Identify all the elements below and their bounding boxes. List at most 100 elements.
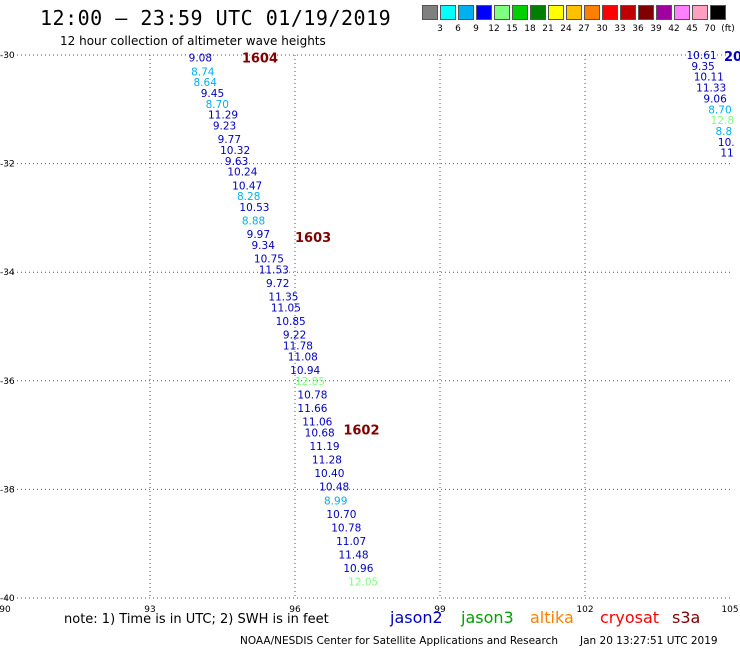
swh-value: 9.77 xyxy=(218,134,241,146)
legend-altika: altika xyxy=(530,608,574,627)
lat-tick-label: -38 xyxy=(0,485,15,495)
lat-tick-label: -34 xyxy=(0,268,15,278)
legend-jason2: jason2 xyxy=(390,608,443,627)
pass-number-label: 1603 xyxy=(295,231,331,246)
lon-tick-label: 93 xyxy=(144,605,155,615)
scale-label: 15 xyxy=(506,24,518,34)
swh-value: 10.40 xyxy=(314,468,344,480)
swh-value: 12.85 xyxy=(295,376,325,388)
scale-swatch xyxy=(638,5,654,20)
swh-value: 8.64 xyxy=(194,77,218,89)
swh-value: 10.53 xyxy=(239,202,269,214)
swh-value: 11.48 xyxy=(339,550,369,562)
swh-value: 10.61 xyxy=(687,50,717,62)
swh-value: 8.70 xyxy=(206,99,229,111)
swh-value: 10.32 xyxy=(220,145,250,157)
scale-label: 12 xyxy=(488,24,500,34)
swh-value: 9.23 xyxy=(213,121,236,133)
swh-value: 8.70 xyxy=(708,104,731,116)
scale-label: 42 xyxy=(668,24,680,34)
scale-label: 36 xyxy=(632,24,644,34)
scale-swatch xyxy=(692,5,708,20)
swh-value: 11.33 xyxy=(696,83,726,95)
swh-value: 8.74 xyxy=(191,66,215,78)
swh-value: 11.06 xyxy=(302,417,332,429)
scale-label: 30 xyxy=(596,24,608,34)
scale-label: 9 xyxy=(473,24,479,34)
map-subtitle: 12 hour collection of altimeter wave hei… xyxy=(60,34,326,48)
lon-tick-label: 99 xyxy=(434,605,446,615)
legend-jason3: jason3 xyxy=(461,608,514,627)
swh-value: 9.63 xyxy=(225,156,248,168)
pass-number-label: 1604 xyxy=(242,52,278,67)
pass-number-label: 20 xyxy=(724,50,740,65)
scale-swatch xyxy=(512,5,528,20)
scale-label: (ft) xyxy=(721,24,735,34)
swh-value: 9.06 xyxy=(703,93,727,105)
swh-value: 11.07 xyxy=(336,536,366,548)
swh-value: 10.70 xyxy=(326,509,356,521)
lat-tick-label: -40 xyxy=(0,594,15,604)
pass-number-label: 1602 xyxy=(343,424,379,439)
scale-label: 18 xyxy=(524,24,536,34)
lon-tick-label: 102 xyxy=(576,605,593,615)
scale-swatch xyxy=(548,5,564,20)
swh-value: 9.08 xyxy=(189,53,212,65)
credit-text: NOAA/NESDIS Center for Satellite Applica… xyxy=(240,635,558,647)
scale-label: 45 xyxy=(686,24,698,34)
scale-swatch xyxy=(530,5,546,20)
scale-swatch xyxy=(422,5,438,20)
scale-label: 27 xyxy=(578,24,590,34)
scale-label: 6 xyxy=(455,24,461,34)
lat-tick-label: -36 xyxy=(0,377,15,387)
swh-value: 12.05 xyxy=(348,577,378,589)
scale-swatch xyxy=(602,5,618,20)
swh-value: 8.88 xyxy=(242,216,265,228)
swh-value: 10.78 xyxy=(331,522,361,534)
swh-value: 11.28 xyxy=(312,455,342,467)
swh-value: 10. xyxy=(718,137,735,149)
scale-label: 21 xyxy=(542,24,554,34)
map-grid xyxy=(5,54,730,599)
lon-tick-label: 90 xyxy=(0,605,11,615)
swh-value: 11.35 xyxy=(268,292,298,304)
swh-value: 11.08 xyxy=(288,351,318,363)
swh-observations: 9.088.748.649.458.7011.299.239.7710.329.… xyxy=(189,50,735,589)
scale-swatch xyxy=(620,5,636,20)
scale-swatch xyxy=(458,5,474,20)
swh-value: 10.47 xyxy=(232,180,262,192)
swh-value: 10.78 xyxy=(297,389,327,401)
scale-label: 3 xyxy=(437,24,443,34)
lat-tick-label: -30 xyxy=(0,51,15,61)
scale-swatch xyxy=(494,5,510,20)
pass-labels: 1604 1603 1602 20 xyxy=(242,50,740,439)
scale-label: 70 xyxy=(704,24,716,34)
lon-tick-label: 105 xyxy=(721,605,738,615)
swh-value: 10.68 xyxy=(305,427,335,439)
scale-swatch xyxy=(440,5,456,20)
swh-value: 10.48 xyxy=(319,482,349,494)
swh-value: 9.45 xyxy=(201,88,224,100)
swh-value: 11.53 xyxy=(259,264,289,276)
swh-value: 9.97 xyxy=(247,229,270,241)
swh-value: 9.72 xyxy=(266,278,289,290)
swh-value: 9.35 xyxy=(691,61,714,73)
swh-value: 10.11 xyxy=(694,72,724,84)
scale-swatch xyxy=(566,5,582,20)
scale-swatch xyxy=(584,5,600,20)
scale-label: 33 xyxy=(614,24,626,34)
swh-value: 8.8 xyxy=(716,126,733,138)
scale-swatch xyxy=(710,5,726,20)
swh-value: 12.8 xyxy=(711,115,734,127)
scale-swatch xyxy=(674,5,690,20)
lon-tick-label: 96 xyxy=(289,605,301,615)
lat-tick-label: -32 xyxy=(0,160,15,170)
swh-value: 8.28 xyxy=(237,191,260,203)
swh-value: 11.19 xyxy=(310,441,340,453)
legend-s3a: s3a xyxy=(672,608,701,627)
swh-value: 11.05 xyxy=(271,302,301,314)
swh-value: 11.66 xyxy=(297,403,327,415)
swh-value: 11 xyxy=(720,148,733,160)
